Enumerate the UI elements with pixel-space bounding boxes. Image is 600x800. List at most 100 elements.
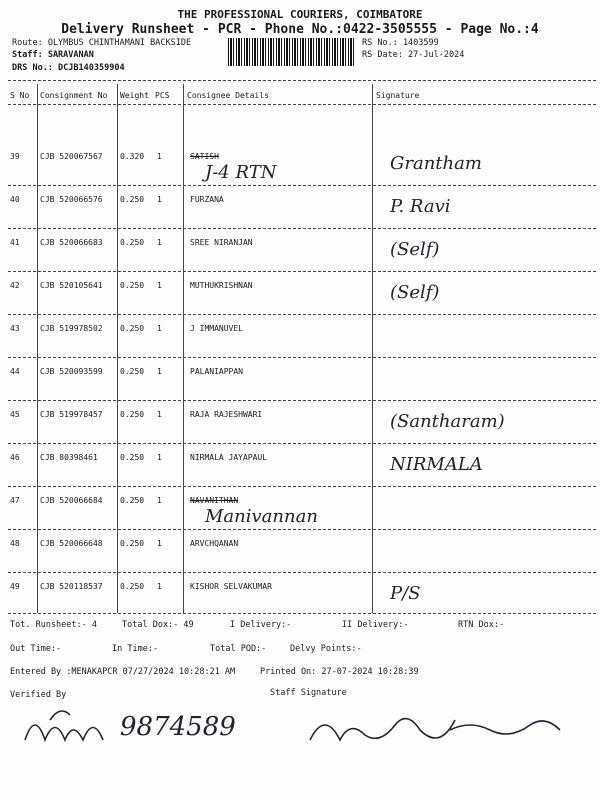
row-pcs: 1: [157, 496, 162, 505]
row-sno: 40: [10, 195, 20, 204]
row-pcs: 1: [157, 367, 162, 376]
row-weight: 0.250: [120, 539, 145, 548]
rs-date: RS Date: 27-Jul-2024: [362, 50, 465, 60]
col-consignee: Consignee Details: [187, 91, 269, 100]
row-pcs: 1: [157, 152, 162, 161]
row-pcs: 1: [157, 195, 162, 204]
row-weight: 0.250: [120, 496, 145, 505]
row-consignment: CJB 520105641: [40, 281, 103, 290]
row-consignee: KISHOR SELVAKUMAR: [190, 582, 272, 591]
row-divider: [8, 271, 596, 272]
column-line: [372, 84, 373, 613]
row-consignment: CJB 520093599: [40, 367, 103, 376]
column-line: [37, 84, 38, 613]
handwritten-number: 9874589: [120, 712, 236, 742]
col-sno: S No: [10, 91, 30, 100]
row-sno: 42: [10, 281, 20, 290]
verified-by: Verified By: [10, 690, 67, 700]
signature: (Self): [390, 239, 440, 260]
row-divider: [8, 357, 596, 358]
row-sno: 44: [10, 367, 20, 376]
row-divider: [8, 228, 596, 229]
row-divider: [8, 529, 596, 530]
row-pcs: 1: [157, 539, 162, 548]
rs-number: RS No.: 1403599: [362, 38, 439, 48]
row-sno: 47: [10, 496, 20, 505]
row-weight: 0.250: [120, 582, 145, 591]
col-pcs: PCS: [155, 91, 170, 100]
row-consignment: CJB 520066683: [40, 238, 103, 247]
total-pod: Total POD:-: [210, 644, 267, 654]
route: Route: OLYMBUS CHINTHAMANI BACKSIDE: [12, 38, 192, 48]
col-consignment: Consignment No: [40, 91, 108, 100]
divider: [8, 613, 596, 614]
printed-on: Printed On: 27-07-2024 10:28:39: [260, 667, 419, 677]
row-divider: [8, 314, 596, 315]
row-consignee: RAJA RAJESHWARI: [190, 410, 263, 419]
row-pcs: 1: [157, 410, 162, 419]
row-pcs: 1: [157, 238, 162, 247]
row-pcs: 1: [157, 582, 162, 591]
row-consignment: CJB 519978502: [40, 324, 103, 333]
row-sno: 45: [10, 410, 20, 419]
signature: P/S: [390, 583, 421, 604]
column-line: [183, 84, 184, 613]
row-sno: 48: [10, 539, 20, 548]
row-sno: 39: [10, 152, 20, 161]
divider: [8, 104, 596, 105]
runsheet-subtitle: Delivery Runsheet - PCR - Phone No.:0422…: [61, 22, 539, 37]
row-consignee: SATISH: [190, 152, 219, 161]
row-pcs: 1: [157, 281, 162, 290]
row-weight: 0.250: [120, 281, 145, 290]
row-consignment: CJB 520118537: [40, 582, 103, 591]
drs-number: DRS No.: DCJB140359904: [12, 63, 125, 73]
row-consignment: CJB 520066684: [40, 496, 103, 505]
signature: NIRMALA: [390, 454, 483, 475]
company-title: THE PROFESSIONAL COURIERS, COIMBATORE: [177, 8, 423, 21]
out-time: Out Time:-: [10, 644, 62, 654]
row-consignment: CJB 519978457: [40, 410, 103, 419]
row-sno: 49: [10, 582, 20, 591]
divider: [8, 80, 596, 81]
row-consignee: FURZANA: [190, 195, 224, 204]
row-sno: 46: [10, 453, 20, 462]
signature: (Santharam): [390, 411, 505, 432]
row-weight: 0.250: [120, 410, 145, 419]
row-weight: 0.250: [120, 238, 145, 247]
row-divider: [8, 443, 596, 444]
row-weight: 0.320: [120, 152, 145, 161]
signature: (Self): [390, 282, 440, 303]
staff-signature-label: Staff Signature: [270, 688, 347, 698]
row-consignee: PALANIAPPAN: [190, 367, 243, 376]
row-consignee: SREE NIRANJAN: [190, 238, 253, 247]
row-weight: 0.250: [120, 324, 145, 333]
row-consignee: MUTHUKRISHNAN: [190, 281, 253, 290]
col-signature: Signature: [376, 91, 420, 100]
tot-runsheet: Tot. Runsheet:- 4: [10, 620, 97, 630]
row-divider: [8, 572, 596, 573]
row-consignee: J IMMANUVEL: [190, 324, 243, 333]
staff: Staff: SARAVANAN: [12, 50, 94, 60]
entered-by: Entered By :MENAKAPCR 07/27/2024 10:28:2…: [10, 667, 236, 677]
ii-delivery: II Delivery:-: [342, 620, 409, 630]
row-consignment: CJB 520067567: [40, 152, 103, 161]
column-line: [117, 84, 118, 613]
row-consignee: NAVANITHAN: [190, 496, 239, 505]
row-consignment: CJB 520066576: [40, 195, 103, 204]
row-pcs: 1: [157, 453, 162, 462]
in-time: In Time:-: [112, 644, 159, 654]
row-consignee: NIRMALA JAYAPAUL: [190, 453, 268, 462]
i-delivery: I Delivery:-: [230, 620, 292, 630]
rtn-dox: RTN Dox:-: [458, 620, 505, 630]
row-divider: [8, 400, 596, 401]
row-sno: 43: [10, 324, 20, 333]
row-consignment: CJB 520066648: [40, 539, 103, 548]
row-consignee: ARVCHQANAN: [190, 539, 239, 548]
delvy-points: Delvy Points:-: [290, 644, 362, 654]
row-sno: 41: [10, 238, 20, 247]
row-weight: 0.250: [120, 453, 145, 462]
row-weight: 0.250: [120, 195, 145, 204]
total-dox: Total Dox:- 49: [122, 620, 194, 630]
row-weight: 0.250: [120, 367, 145, 376]
signature: Grantham: [390, 153, 482, 174]
